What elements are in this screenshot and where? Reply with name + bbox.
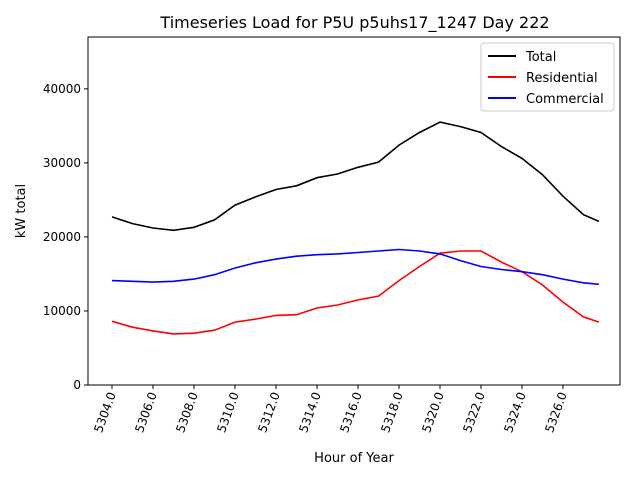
x-tick-label: 5310.0 [214, 390, 242, 434]
x-tick-label: 5320.0 [419, 390, 447, 434]
plot-frame [87, 36, 621, 386]
y-tick-label: 10000 [43, 304, 81, 318]
y-axis-label: kW total [14, 184, 29, 238]
series-line-total [111, 121, 600, 232]
x-tick-label: 5318.0 [378, 390, 406, 434]
y-tick-label: 20000 [43, 230, 81, 244]
x-axis-label: Hour of Year [314, 451, 394, 466]
x-tick-label: 5314.0 [296, 390, 324, 434]
x-tick-label: 5322.0 [460, 390, 488, 434]
legend-label-total: Total [525, 50, 556, 65]
y-tick-label: 30000 [43, 156, 81, 170]
y-tick-label: 40000 [43, 82, 81, 96]
x-tick-label: 5316.0 [337, 390, 365, 434]
x-tick-label: 5306.0 [132, 390, 160, 434]
legend-box [480, 42, 615, 112]
legend: Total Residential Commercial [480, 42, 615, 112]
x-tick-label: 5326.0 [542, 390, 570, 434]
chart-title: Timeseries Load for P5U p5uhs17_1247 Day… [159, 13, 549, 33]
legend-label-commercial: Commercial [526, 92, 604, 107]
x-tick-label: 5312.0 [255, 390, 283, 434]
series-line-residential [111, 250, 600, 335]
x-tick-label: 5308.0 [173, 390, 201, 434]
x-tick-label: 5324.0 [501, 390, 529, 434]
x-tick-label: 5304.0 [91, 390, 119, 434]
y-tick-label: 0 [73, 378, 81, 392]
series-line-commercial [111, 248, 599, 286]
legend-label-residential: Residential [526, 71, 598, 86]
